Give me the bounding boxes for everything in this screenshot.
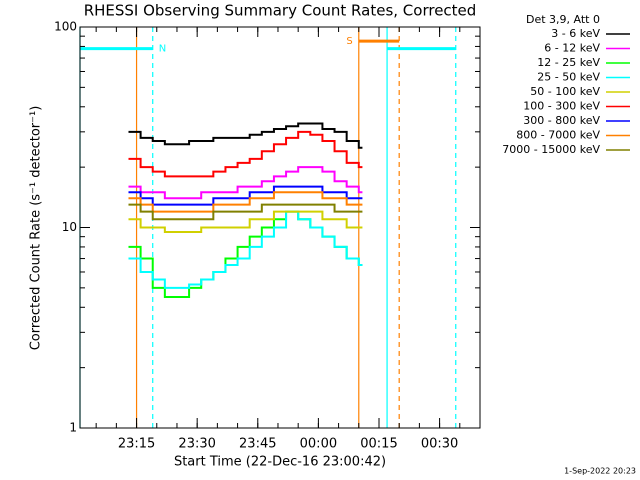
flag-label: S bbox=[346, 36, 352, 47]
y-tick-label: 1 bbox=[69, 421, 77, 435]
series-line bbox=[128, 122, 363, 149]
y-axis-label: Corrected Count Rate (s⁻¹ detector⁻¹) bbox=[29, 106, 44, 351]
legend-label: 300 - 800 keV bbox=[523, 114, 600, 127]
series-line bbox=[128, 185, 363, 206]
x-tick-label: 00:30 bbox=[421, 437, 458, 452]
x-axis-label: Start Time (22-Dec-16 23:00:42) bbox=[174, 455, 386, 470]
legend-label: 800 - 7000 keV bbox=[516, 129, 600, 142]
legend-label: 25 - 50 keV bbox=[537, 71, 600, 84]
legend-label: 7000 - 15000 keV bbox=[502, 143, 600, 156]
series-line bbox=[128, 166, 363, 200]
series-line bbox=[128, 210, 363, 233]
x-tick-label: 23:15 bbox=[118, 437, 155, 452]
series-line bbox=[128, 203, 363, 221]
series-line bbox=[128, 191, 363, 213]
legend-label: 50 - 100 keV bbox=[530, 85, 600, 98]
x-tick-label: 00:15 bbox=[360, 437, 397, 452]
flag-label: N bbox=[159, 44, 166, 55]
timestamp: 1-Sep-2022 20:23 bbox=[564, 467, 636, 476]
x-tick-label: 23:30 bbox=[178, 437, 215, 452]
x-tick-label: 23:45 bbox=[239, 437, 276, 452]
series-line bbox=[128, 130, 363, 178]
legend-label: 3 - 6 keV bbox=[551, 27, 600, 40]
chart-title: RHESSI Observing Summary Count Rates, Co… bbox=[84, 2, 477, 20]
x-tick-label: 00:00 bbox=[300, 437, 337, 452]
legend-label: 6 - 12 keV bbox=[544, 42, 600, 55]
legend-title: Det 3,9, Att 0 bbox=[526, 13, 600, 26]
legend-label: 12 - 25 keV bbox=[537, 56, 600, 69]
y-tick-label: 100 bbox=[54, 20, 77, 34]
y-tick-label: 10 bbox=[62, 220, 77, 234]
series-line bbox=[128, 210, 363, 289]
legend-label: 100 - 300 keV bbox=[523, 100, 600, 113]
